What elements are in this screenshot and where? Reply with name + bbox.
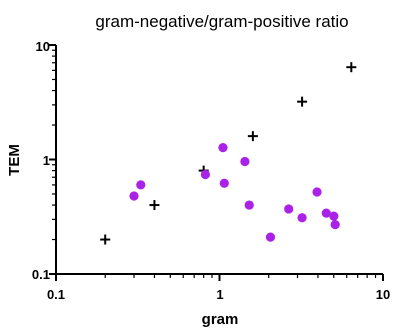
data-point-plus (247, 131, 258, 142)
y-axis-label: TEM (6, 144, 23, 176)
x-tick-label-1: 1 (216, 287, 223, 302)
x-ticks (55, 274, 384, 281)
x-tick-label-10: 10 (376, 287, 390, 302)
data-point-circle (284, 204, 294, 214)
y-tick-label-1: 1 (43, 153, 50, 168)
data-point-plus (346, 62, 357, 73)
data-point-circle (218, 143, 228, 153)
data-point-circle (244, 200, 254, 210)
data-point-plus (149, 200, 160, 211)
data-marks (100, 62, 357, 245)
y-tick-label-10: 10 (36, 39, 50, 54)
data-point-circle (312, 187, 322, 197)
y-ticks (49, 44, 56, 275)
y-tick-label-0.1: 0.1 (32, 267, 50, 282)
data-point-circle (240, 156, 250, 167)
data-point-circle (200, 169, 211, 180)
data-point-circle (329, 211, 339, 221)
data-point-circle (219, 178, 229, 188)
x-tick-label-0.1: 0.1 (47, 287, 65, 302)
x-axis-label: gram (202, 311, 239, 328)
chart-title: gram-negative/gram-positive ratio (95, 12, 348, 31)
data-point-circle (129, 191, 139, 201)
data-point-circle (330, 220, 340, 230)
data-point-plus (100, 234, 111, 245)
data-point-plus (297, 96, 308, 107)
data-point-circle (265, 232, 276, 242)
data-point-circle (136, 180, 146, 190)
data-point-circle (297, 213, 307, 223)
data-point-circle (321, 208, 331, 218)
